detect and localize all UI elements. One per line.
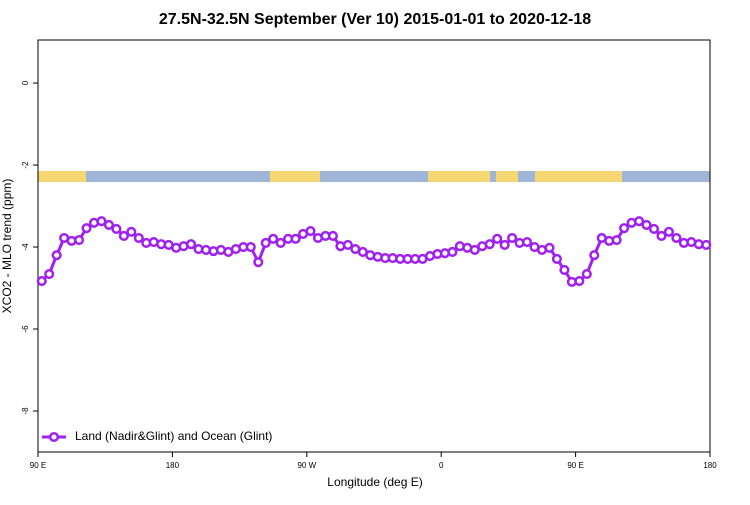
x-tick-label: 90 W: [297, 461, 316, 470]
y-tick-label: -6: [21, 325, 30, 333]
data-point: [574, 276, 585, 287]
series-line: [40, 219, 707, 284]
data-point: [260, 237, 271, 248]
data-point: [492, 233, 503, 244]
data-point: [268, 233, 279, 244]
data-point: [589, 250, 600, 261]
data-point: [634, 216, 645, 227]
data-point: [275, 237, 286, 248]
x-tick-label: 180: [166, 461, 180, 470]
data-point: [81, 223, 92, 234]
data-point: [133, 232, 144, 244]
data-point: [103, 219, 114, 230]
data-point: [671, 232, 682, 244]
y-tick-label: -4: [21, 243, 30, 251]
data-point: [36, 276, 47, 287]
land-band: [535, 171, 622, 182]
x-tick-label: 180: [703, 461, 717, 470]
data-point: [327, 230, 338, 242]
data-point: [559, 264, 570, 276]
data-point: [447, 246, 458, 257]
data-point: [342, 239, 353, 251]
data-point: [118, 230, 129, 242]
data-point: [126, 226, 137, 237]
data-point: [253, 257, 264, 268]
x-tick-label: 0: [439, 461, 444, 470]
data-point: [544, 242, 555, 253]
x-axis-label: Longitude (deg E): [327, 475, 422, 489]
data-point: [305, 225, 316, 237]
plot-frame: [37, 39, 711, 453]
legend-marker: [48, 431, 60, 443]
data-point: [51, 250, 62, 261]
land-band: [270, 171, 320, 182]
data-point: [44, 269, 55, 280]
data-point: [499, 239, 510, 251]
data-point: [507, 232, 518, 244]
ocean-band: [38, 171, 710, 182]
data-point: [111, 223, 122, 235]
y-axis-label: XCO2 - MLO trend (ppm): [0, 179, 14, 314]
land-band: [428, 171, 490, 182]
data-point: [648, 223, 660, 235]
data-point: [245, 241, 256, 253]
data-point: [619, 223, 630, 234]
data-point: [74, 235, 85, 246]
data-point: [663, 226, 674, 237]
data-point: [611, 235, 622, 246]
data-point: [484, 239, 495, 250]
land-band: [38, 171, 86, 182]
data-point: [522, 237, 533, 248]
data-point: [186, 239, 197, 250]
land-ocean-strip: [38, 171, 710, 182]
y-tick-label: -8: [21, 407, 30, 415]
x-tick-label: 90 E: [567, 461, 583, 470]
data-point: [656, 230, 667, 242]
y-tick-label: 0: [21, 80, 30, 85]
data-point: [469, 244, 480, 255]
data-point: [701, 239, 712, 251]
legend-label: Land (Nadir&Glint) and Ocean (Glint): [75, 429, 272, 443]
x-tick-label: 90 E: [30, 461, 46, 470]
data-point: [581, 269, 592, 280]
land-band: [496, 171, 518, 182]
y-tick-label: -2: [21, 161, 30, 169]
data-point: [96, 216, 107, 227]
data-point: [551, 253, 562, 264]
chart-title: 27.5N-32.5N September (Ver 10) 2015-01-0…: [159, 11, 591, 28]
data-point: [641, 219, 652, 230]
data-point: [290, 233, 301, 244]
